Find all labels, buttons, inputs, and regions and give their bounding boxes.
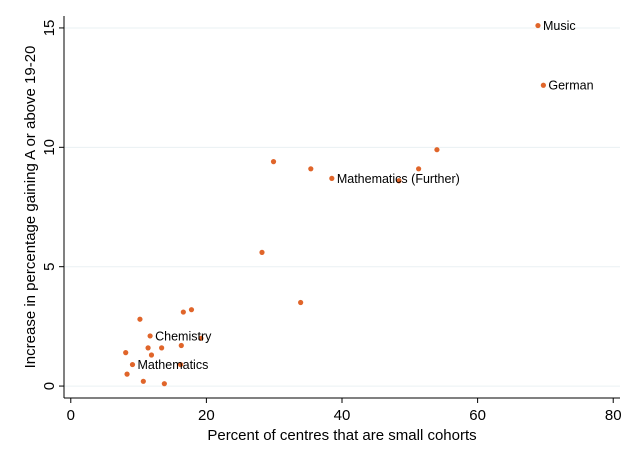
data-point-9 — [298, 299, 304, 306]
y-tick-label-15: 15 — [41, 20, 58, 37]
data-point-24 — [161, 381, 167, 387]
point-label-german: German — [548, 79, 593, 93]
x-tick-label-40: 40 — [334, 407, 351, 424]
axes — [63, 16, 620, 399]
data-point-20 — [129, 361, 136, 368]
data-point-21 — [178, 361, 184, 368]
x-tick-label-60: 60 — [469, 407, 486, 424]
data-point-23 — [140, 378, 146, 384]
data-points — [123, 22, 546, 387]
data-point-7 — [270, 159, 277, 165]
x-tick-label-0: 0 — [67, 407, 75, 424]
point-label-mathematics-further: Mathematics (Further) — [337, 172, 460, 186]
x-axis-title: Percent of centres that are small cohort… — [207, 427, 476, 444]
point-label-music: Music — [543, 19, 576, 33]
data-point-16 — [145, 345, 151, 351]
y-tick-label-10: 10 — [41, 139, 58, 156]
x-tick-label-80: 80 — [605, 407, 622, 424]
y-tick-label-0: 0 — [41, 382, 58, 390]
data-point-14 — [198, 335, 204, 341]
data-point-17 — [159, 345, 165, 351]
data-point-0 — [535, 22, 541, 29]
data-point-2 — [434, 147, 440, 153]
gridlines — [64, 27, 620, 387]
tick-marks: 0 20 40 60 80 0 5 10 15 — [41, 20, 622, 424]
data-point-15 — [178, 342, 184, 349]
data-point-19 — [148, 352, 155, 358]
data-point-22 — [124, 371, 130, 377]
x-tick-label-20: 20 — [198, 407, 215, 424]
data-point-3 — [416, 166, 422, 172]
data-point-11 — [180, 309, 186, 315]
data-point-5 — [329, 175, 335, 181]
point-label-chemistry: Chemistry — [155, 329, 212, 343]
point-label-mathematics: Mathematics — [137, 358, 208, 372]
data-point-12 — [137, 316, 143, 322]
data-point-8 — [259, 249, 265, 255]
data-point-18 — [123, 350, 129, 356]
y-axis-title: Increase in percentage gaining A or abov… — [22, 46, 39, 369]
data-point-1 — [540, 82, 546, 88]
data-point-6 — [308, 166, 314, 172]
point-labels: Music German Mathematics (Further) Chemistr… — [137, 19, 593, 372]
data-point-13 — [147, 333, 153, 339]
data-point-10 — [188, 307, 195, 313]
data-point-4 — [396, 178, 402, 184]
y-tick-label-5: 5 — [41, 263, 58, 271]
